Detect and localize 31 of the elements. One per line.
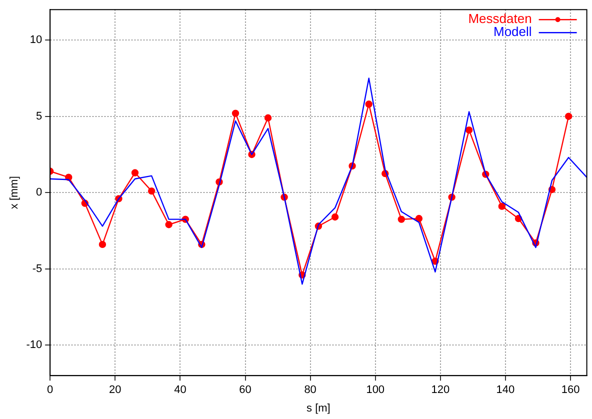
point [98, 240, 106, 248]
x-tick-label: 80 [304, 384, 316, 396]
point [498, 202, 506, 210]
x-tick-label: 120 [431, 384, 450, 396]
x-tick-label: 20 [109, 384, 122, 396]
x-tick-label: 100 [366, 384, 385, 396]
legend-label: Modell [494, 24, 532, 40]
point [365, 100, 372, 108]
y-tick-label: -10 [26, 339, 42, 352]
point [415, 214, 423, 222]
point [264, 114, 272, 122]
point [131, 169, 139, 176]
x-tick-label: 40 [174, 384, 186, 396]
point [398, 216, 405, 223]
point [564, 112, 572, 120]
x-tick-label: 60 [239, 384, 252, 396]
point [165, 221, 172, 228]
y-axis-title: x [mm] [8, 176, 21, 210]
legend-label: Messdaten [468, 11, 532, 26]
x-axis-title: s [m] [306, 402, 330, 414]
point [148, 187, 156, 195]
point [232, 110, 240, 117]
y-tick-label: 5 [36, 110, 42, 122]
y-tick-label: 10 [30, 34, 42, 46]
y-tick-label: 0 [36, 186, 42, 199]
y-tick-label: -5 [32, 262, 42, 275]
point [465, 126, 473, 134]
x-tick-label: 160 [561, 384, 580, 396]
x-tick-label: 140 [496, 384, 515, 396]
point [331, 213, 339, 221]
x-tick-label: 0 [47, 384, 54, 396]
